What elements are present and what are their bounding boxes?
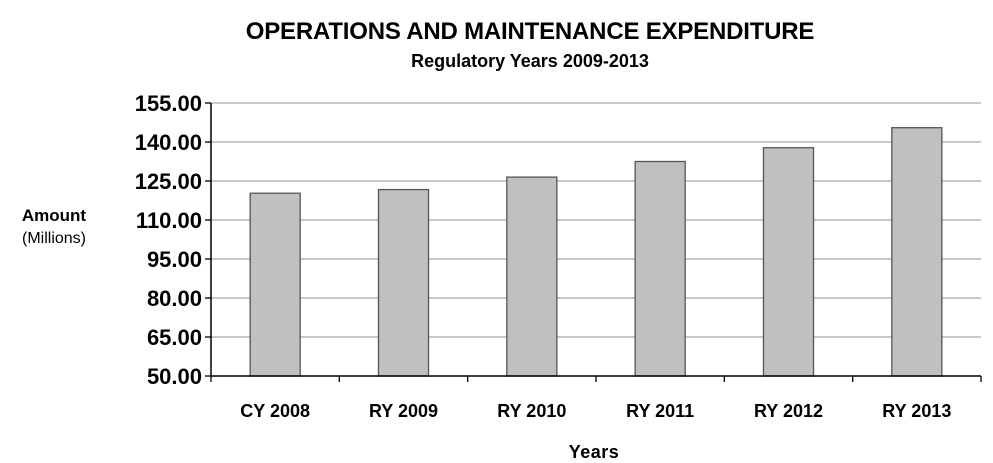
bar-ry-2013 (891, 127, 943, 377)
x-tick-label: RY 2010 (497, 401, 566, 421)
y-axis-label-block: Amount (Millions) (6, 204, 102, 250)
bar-ry-2009 (377, 188, 430, 377)
y-tick-label: 140.00 (135, 130, 202, 155)
y-axis-unit: (Millions) (22, 230, 86, 247)
chart-title: OPERATIONS AND MAINTENANCE EXPENDITURE (245, 18, 815, 45)
x-tick-label: RY 2011 (626, 401, 694, 421)
y-tick-label: 125.00 (135, 169, 202, 194)
y-tick-label: 65.00 (147, 325, 202, 350)
y-tick-label: 155.00 (135, 91, 202, 116)
x-axis-label: Years (568, 442, 620, 462)
bar-ry-2010 (506, 176, 558, 377)
y-tick-label: 50.00 (147, 364, 202, 389)
y-tick-label: 110.00 (136, 208, 202, 233)
y-tick-label: 80.00 (147, 286, 202, 311)
chart-subtitle: Regulatory Years 2009-2013 (411, 51, 649, 71)
y-tick-label: 95.00 (147, 247, 202, 272)
bar-ry-2011 (634, 160, 686, 377)
x-tick-label: RY 2013 (882, 401, 951, 421)
y-axis-label: Amount (21, 206, 87, 225)
x-tick-label: RY 2012 (754, 401, 823, 421)
bar-ry-2012 (762, 147, 815, 377)
x-tick-label: RY 2009 (369, 401, 438, 421)
x-tick-label: CY 2008 (240, 401, 310, 421)
bar-cy-2008 (249, 192, 301, 377)
